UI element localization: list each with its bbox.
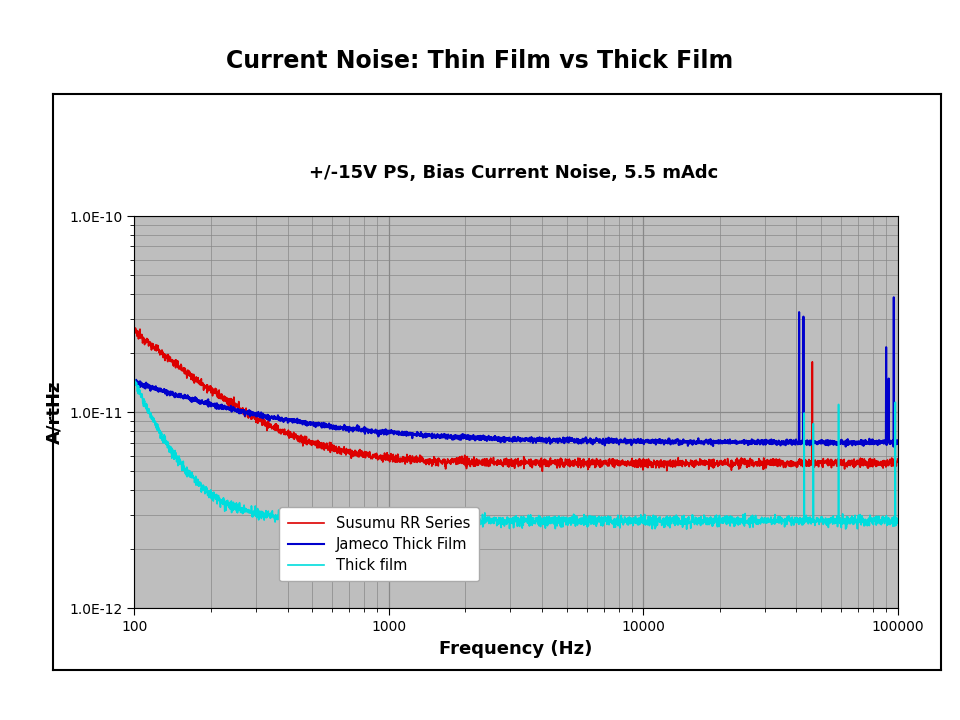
Thick film (795, 515, 806, 523)
Jameco Thick Film (421, 431, 433, 440)
Line: Jameco Thick Film: Jameco Thick Film (134, 297, 898, 446)
X-axis label: Frequency (Hz): Frequency (Hz) (440, 640, 592, 658)
Susumu RR Series (421, 455, 433, 464)
Thick film (129, 376, 140, 384)
Susumu RR Series (216, 390, 228, 398)
Legend: Susumu RR Series, Jameco Thick Film, Thick film: Susumu RR Series, Jameco Thick Film, Thi… (279, 508, 479, 582)
Susumu RR Series (455, 457, 467, 466)
Thick film (129, 375, 140, 384)
Thick film (455, 513, 467, 522)
Thick film (261, 513, 273, 522)
Susumu RR Series (795, 462, 806, 470)
Thick film (421, 513, 433, 522)
Jameco Thick Film (129, 378, 140, 387)
Y-axis label: A/rtHz: A/rtHz (46, 380, 63, 444)
Jameco Thick Film (876, 438, 888, 447)
Susumu RR Series (129, 328, 140, 336)
Susumu RR Series (261, 426, 273, 435)
Text: Current Noise: Thin Film vs Thick Film: Current Noise: Thin Film vs Thick Film (227, 49, 733, 73)
Text: +/-15V PS, Bias Current Noise, 5.5 mAdc: +/-15V PS, Bias Current Noise, 5.5 mAdc (309, 163, 718, 181)
Susumu RR Series (537, 467, 548, 476)
Thick film (892, 516, 903, 525)
Thick film (877, 516, 889, 524)
Jameco Thick Film (888, 442, 900, 451)
Jameco Thick Film (795, 440, 806, 449)
Line: Susumu RR Series: Susumu RR Series (134, 328, 898, 472)
Jameco Thick Film (454, 433, 466, 441)
Line: Thick film: Thick film (134, 379, 898, 529)
Thick film (681, 525, 692, 534)
Jameco Thick Film (892, 436, 903, 445)
Susumu RR Series (892, 454, 903, 463)
Susumu RR Series (130, 324, 141, 333)
Jameco Thick Film (888, 293, 900, 302)
Susumu RR Series (877, 464, 889, 472)
Thick film (216, 498, 228, 506)
Jameco Thick Film (261, 413, 273, 422)
Jameco Thick Film (216, 405, 228, 413)
